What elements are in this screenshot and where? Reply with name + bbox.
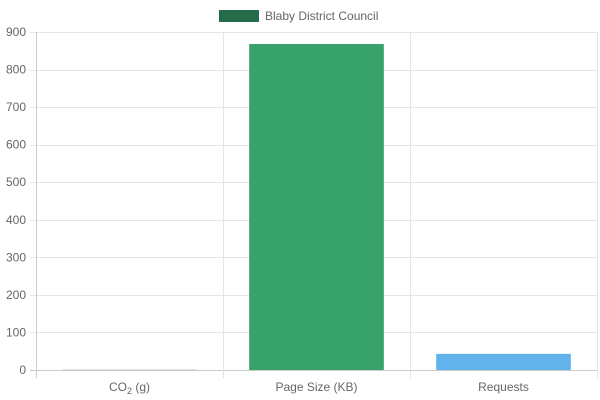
- x-tick-label: Page Size (KB): [275, 380, 357, 394]
- x-tick-label: Requests: [478, 380, 529, 394]
- legend-label[interactable]: Blaby District Council: [265, 9, 378, 23]
- y-tick-label: 500: [6, 175, 26, 189]
- y-tick-label: 600: [6, 138, 26, 152]
- y-tick-label: 200: [6, 288, 26, 302]
- bar-2[interactable]: [436, 353, 571, 370]
- y-tick-label: 700: [6, 100, 26, 114]
- y-tick-label: 900: [6, 25, 26, 39]
- y-tick-label: 0: [19, 363, 26, 377]
- x-axis: CO2 (g) Page Size (KB) Requests: [109, 380, 529, 396]
- legend[interactable]: Blaby District Council: [219, 9, 378, 23]
- bars: [62, 44, 571, 371]
- legend-swatch[interactable]: [219, 10, 259, 22]
- y-tick-label: 100: [6, 325, 26, 339]
- x-tick-label: CO2 (g): [109, 380, 150, 396]
- y-tick-label: 800: [6, 63, 26, 77]
- bar-1[interactable]: [249, 44, 384, 371]
- y-tick-label: 400: [6, 213, 26, 227]
- y-tick-label: 300: [6, 250, 26, 264]
- y-axis: 0 100 200 300 400 500 600 700 800 900: [6, 25, 26, 377]
